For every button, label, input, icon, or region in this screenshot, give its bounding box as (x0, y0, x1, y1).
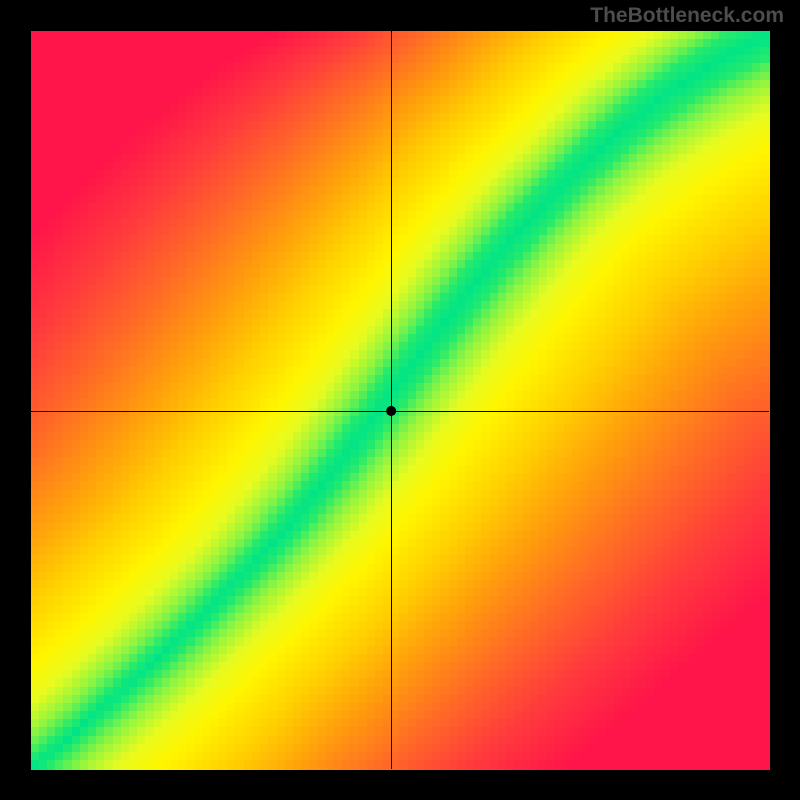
bottleneck-heatmap-container: TheBottleneck.com (0, 0, 800, 800)
watermark-text: TheBottleneck.com (590, 4, 784, 28)
heatmap-canvas (0, 0, 800, 800)
